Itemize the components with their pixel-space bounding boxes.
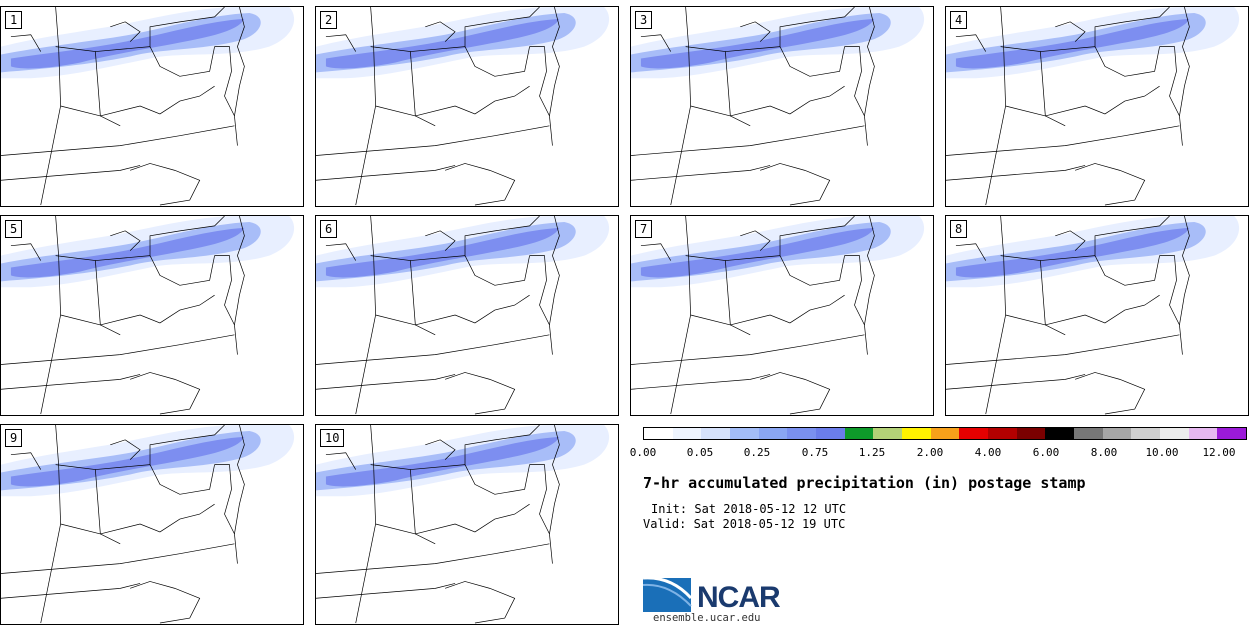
colorbar-cell: [873, 428, 903, 439]
stamp-panel: 9: [0, 424, 304, 625]
state-borders: [1, 216, 245, 415]
colorbar-tick-label: 1.25: [858, 446, 886, 459]
member-number: 1: [5, 11, 23, 29]
colorbar-tick-label: 10.00: [1145, 446, 1179, 459]
ncar-logo-text: NCAR: [697, 581, 781, 614]
colorbar-tick-label: 4.00: [974, 446, 1002, 459]
precip-field: [316, 425, 610, 497]
member-map: [1, 216, 295, 415]
precip-field: [946, 216, 1240, 288]
precip-colorbar: [643, 427, 1247, 440]
colorbar-cell: [816, 428, 845, 439]
precip-field: [1, 7, 295, 79]
precip-field: [631, 7, 925, 79]
init-time: Init: Sat 2018-05-12 12 UTC: [651, 502, 847, 516]
member-map: [1, 425, 295, 624]
state-borders: [631, 7, 875, 206]
stamp-panel: 5: [0, 215, 304, 416]
colorbar-cell: [787, 428, 817, 439]
colorbar-cell: [988, 428, 1017, 439]
colorbar-tick-label: 0.75: [801, 446, 829, 459]
plot-title: 7-hr accumulated precipitation (in) post…: [643, 474, 1086, 492]
precip-field: [946, 7, 1240, 79]
colorbar-cell: [1217, 428, 1247, 439]
stamp-panel: 4: [945, 6, 1249, 207]
colorbar-cell: [959, 428, 989, 439]
member-map: [631, 7, 925, 206]
state-borders: [946, 7, 1190, 206]
member-number: 7: [635, 220, 653, 238]
colorbar-tick-label: 6.00: [1032, 446, 1060, 459]
colorbar-cell: [758, 428, 788, 439]
colorbar-cell: [902, 428, 931, 439]
member-map: [316, 425, 610, 624]
member-number: 9: [5, 429, 23, 447]
stamp-panel: 2: [315, 6, 619, 207]
member-number: 4: [950, 11, 968, 29]
stamp-panel: 10: [315, 424, 619, 625]
colorbar-cell: [930, 428, 960, 439]
precip-field: [631, 216, 925, 288]
state-borders: [631, 216, 875, 415]
member-map: [946, 216, 1240, 415]
colorbar-tick-label: 12.00: [1202, 446, 1236, 459]
member-map: [316, 216, 610, 415]
member-map: [946, 7, 1240, 206]
precip-field: [316, 216, 610, 288]
precip-field: [1, 216, 295, 288]
precip-field: [316, 7, 610, 79]
site-url: ensemble.ucar.edu: [653, 612, 761, 624]
colorbar-cell: [730, 428, 759, 439]
colorbar-cell: [1074, 428, 1103, 439]
colorbar-cell: [1188, 428, 1218, 439]
stamp-panel: 1: [0, 6, 304, 207]
colorbar-tick-label: 0.00: [629, 446, 657, 459]
state-borders: [1, 7, 245, 206]
state-borders: [946, 216, 1190, 415]
stamp-panel: 3: [630, 6, 934, 207]
colorbar-cell: [701, 428, 731, 439]
colorbar-cell: [1131, 428, 1161, 439]
member-number: 3: [635, 11, 653, 29]
ncar-logo: [643, 576, 693, 612]
member-number: 6: [320, 220, 338, 238]
colorbar-tick-label: 0.05: [686, 446, 714, 459]
colorbar-cell: [1160, 428, 1189, 439]
member-map: [631, 216, 925, 415]
colorbar-cell: [1102, 428, 1132, 439]
stamp-panel: 7: [630, 215, 934, 416]
member-map: [1, 7, 295, 206]
member-number: 2: [320, 11, 338, 29]
member-number: 5: [5, 220, 23, 238]
colorbar-tick-label: 8.00: [1090, 446, 1118, 459]
colorbar-cell: [1045, 428, 1075, 439]
member-number: 8: [950, 220, 968, 238]
state-borders: [316, 216, 560, 415]
state-borders: [316, 425, 560, 624]
stamp-panel: 6: [315, 215, 619, 416]
precip-field: [1, 425, 295, 497]
colorbar-cell: [1016, 428, 1046, 439]
member-map: [316, 7, 610, 206]
stamp-panel: 8: [945, 215, 1249, 416]
colorbar-cell: [844, 428, 874, 439]
colorbar-cell: [672, 428, 702, 439]
colorbar-cell: [644, 428, 673, 439]
colorbar-tick-label: 2.00: [916, 446, 944, 459]
state-borders: [1, 425, 245, 624]
member-number: 10: [320, 429, 345, 447]
valid-time: Valid: Sat 2018-05-12 19 UTC: [643, 517, 846, 531]
state-borders: [316, 7, 560, 206]
colorbar-tick-label: 0.25: [743, 446, 771, 459]
